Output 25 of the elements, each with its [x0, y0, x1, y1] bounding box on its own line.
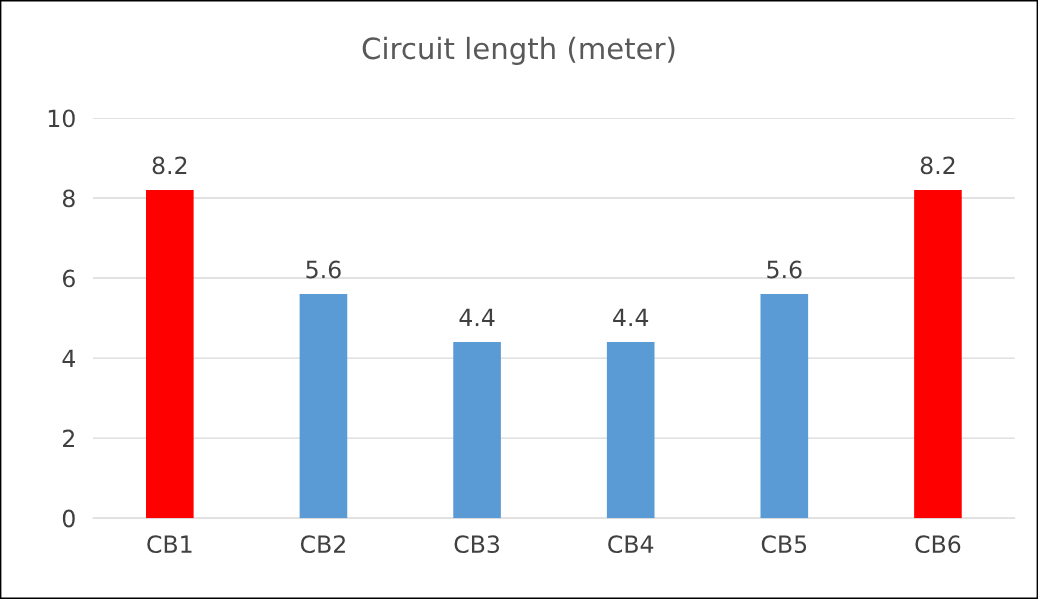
- y-tick-label: 10: [48, 109, 75, 128]
- bar: [299, 294, 348, 519]
- y-tick-label: 6: [62, 269, 75, 288]
- y-tick-label: 8: [62, 189, 75, 208]
- bar: [606, 342, 655, 519]
- bar: [453, 342, 501, 519]
- data-label: 4.4: [613, 308, 649, 327]
- data-label: 8.2: [920, 156, 955, 175]
- x-tick-label: CB1: [147, 535, 192, 554]
- x-tick-label: CB6: [915, 535, 961, 554]
- data-label: 5.6: [767, 260, 802, 279]
- bar: [146, 190, 194, 519]
- y-tick-label: 4: [62, 349, 76, 368]
- chart-title: Circuit length (meter): [362, 36, 675, 66]
- data-label: 8.2: [152, 156, 187, 175]
- data-label: 5.6: [306, 260, 341, 279]
- bar: [760, 294, 809, 519]
- y-tick-label: 0: [62, 509, 75, 528]
- data-label: 4.4: [459, 308, 495, 327]
- x-tick-label: CB3: [454, 535, 500, 554]
- y-tick-label: 2: [63, 429, 74, 448]
- x-tick-label: CB2: [300, 535, 345, 554]
- x-tick-label: CB4: [608, 535, 654, 554]
- bar: [914, 190, 962, 519]
- x-tick-label: CB5: [761, 535, 807, 554]
